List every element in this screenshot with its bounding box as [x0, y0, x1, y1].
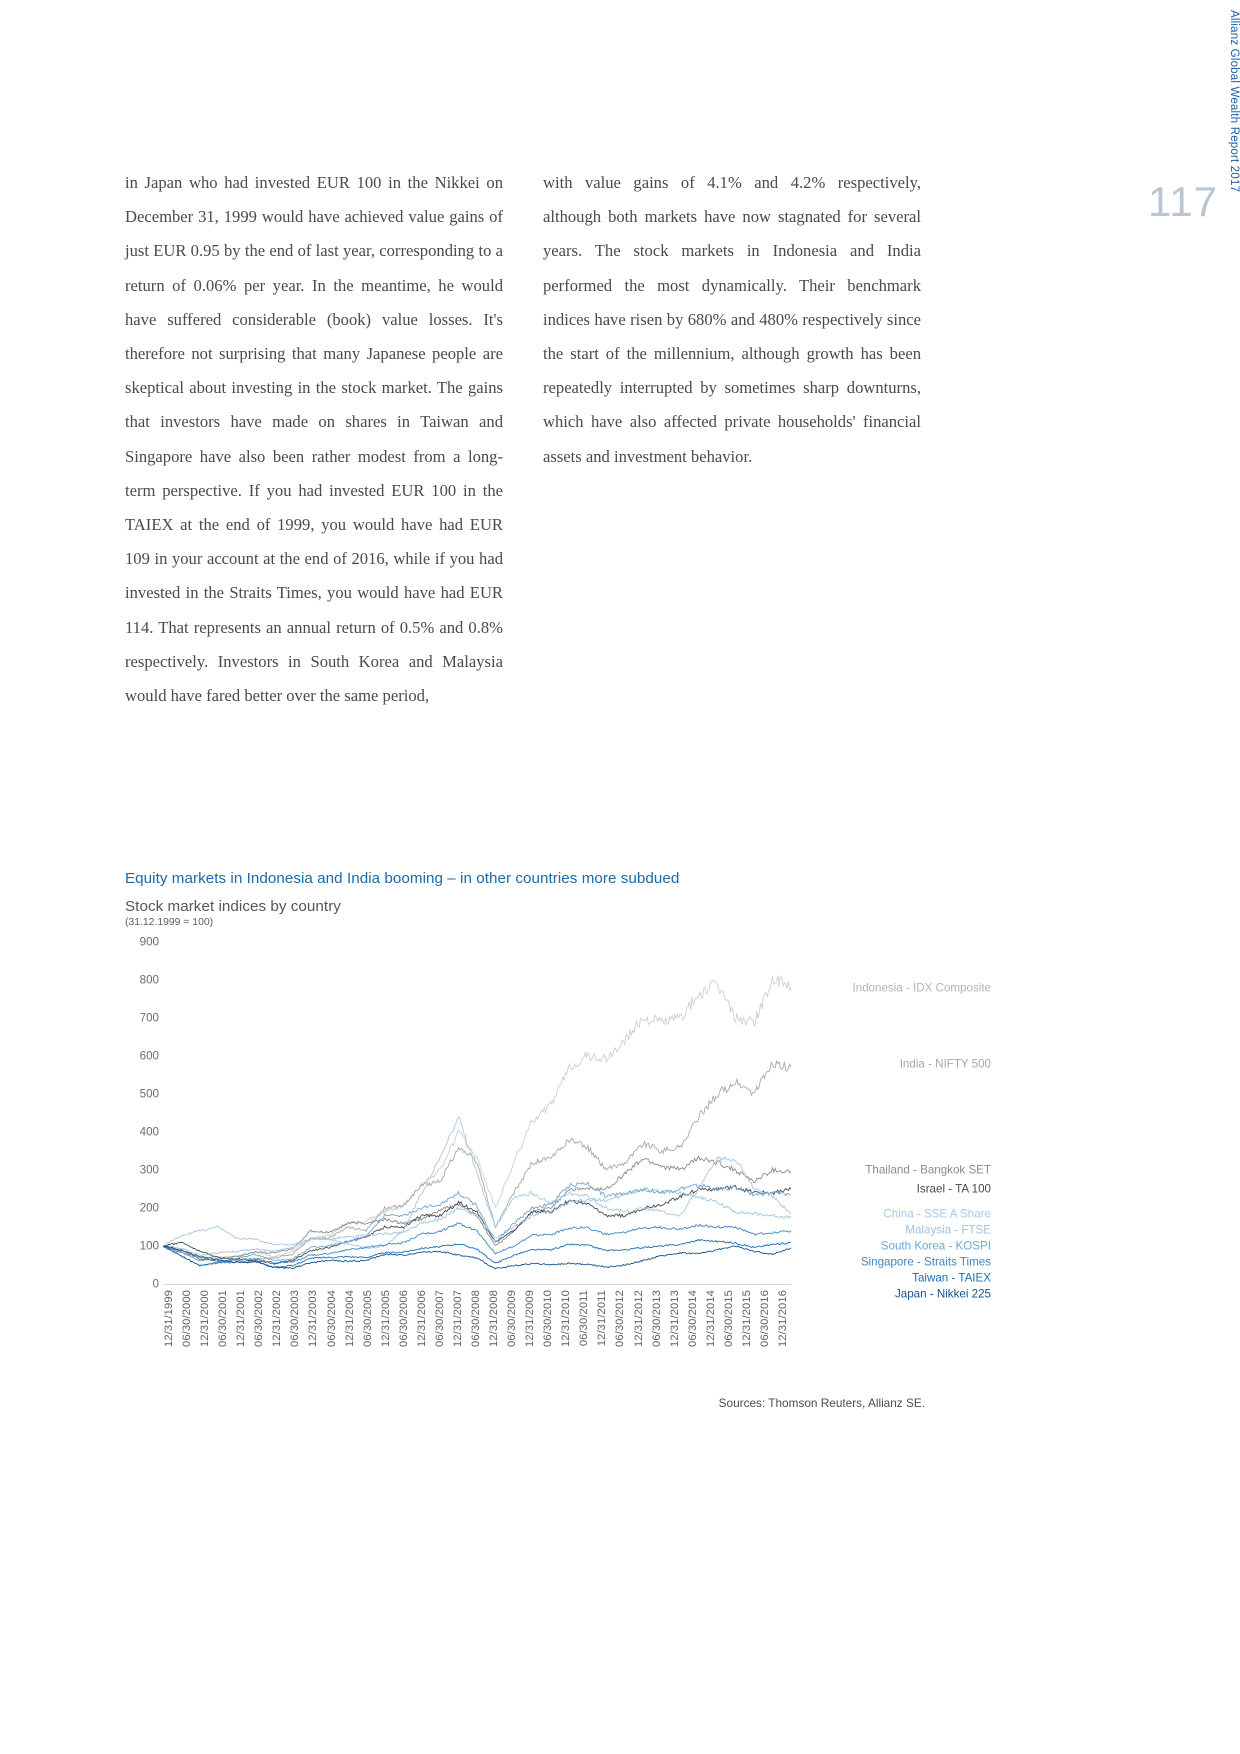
y-axis-tick: 900 — [139, 935, 159, 949]
series-line — [163, 1186, 791, 1256]
figure-subtitle: Stock market indices by country — [125, 898, 341, 915]
x-axis-tick: 06/30/2002 — [253, 1290, 266, 1347]
y-axis-tick: 0 — [152, 1277, 159, 1291]
x-axis-tick: 12/31/1999 — [163, 1290, 175, 1347]
y-axis-tick: 300 — [139, 1163, 159, 1177]
x-axis-tick: 06/30/2004 — [325, 1290, 338, 1347]
x-axis-tick: 12/31/2011 — [596, 1290, 609, 1347]
x-axis-tick: 06/30/2003 — [289, 1290, 302, 1347]
chart-lines — [163, 975, 791, 1270]
x-axis-tick: 12/31/2008 — [488, 1290, 501, 1347]
x-axis-tick: 12/31/2014 — [704, 1290, 717, 1347]
body-paragraph-right: with value gains of 4.1% and 4.2% respec… — [543, 173, 921, 466]
x-axis-tick: 06/30/2012 — [614, 1290, 627, 1347]
x-axis-tick: 06/30/2008 — [470, 1290, 482, 1347]
x-axis-tick: 06/30/2009 — [506, 1290, 519, 1347]
chart-plot-wrapper: 0 100 200 300 400 500 600 700 800 900 12/31/1999 0… — [125, 936, 991, 1348]
body-column-right: with value gains of 4.1% and 4.2% respec… — [543, 166, 921, 474]
x-axis-tick: 12/31/2007 — [451, 1290, 464, 1347]
y-axis-tick: 700 — [139, 1011, 159, 1025]
legend-label: Malaysia - FTSE — [905, 1223, 991, 1237]
x-axis-tick: 06/30/2014 — [686, 1290, 699, 1347]
legend-label: India - NIFTY 500 — [899, 1057, 991, 1071]
x-axis-tick: 12/31/2001 — [235, 1290, 248, 1347]
x-axis-tick: 12/31/2010 — [560, 1290, 573, 1347]
series-line — [163, 1116, 791, 1250]
y-axis-tick: 400 — [139, 1125, 159, 1139]
legend-label: Taiwan - TAIEX — [912, 1271, 991, 1285]
x-axis-tick: 12/31/2012 — [632, 1290, 645, 1347]
legend-label: Singapore - Straits Times — [860, 1255, 991, 1269]
series-line — [163, 1180, 791, 1267]
legend-label: South Korea - KOSPI — [880, 1239, 991, 1253]
x-axis-tick: 12/31/2016 — [777, 1290, 789, 1347]
y-axis-tick: 200 — [139, 1201, 159, 1215]
series-line — [163, 1245, 791, 1270]
legend-label: Israel - TA 100 — [916, 1182, 991, 1196]
legend-label: China - SSE A Share — [883, 1207, 991, 1221]
x-axis-tick: 12/31/2006 — [415, 1290, 428, 1347]
legend-label: Japan - Nikkei 225 — [894, 1287, 991, 1301]
x-axis-tick: 12/31/2009 — [524, 1290, 537, 1347]
legend-label: Thailand - Bangkok SET — [865, 1163, 991, 1177]
figure-index-note: (31.12.1999 = 100) — [125, 917, 214, 928]
series-line — [163, 1222, 791, 1264]
x-axis-tick: 12/31/2004 — [343, 1290, 356, 1347]
chart-legend: Indonesia - IDX Composite India - NIFTY 5… — [791, 942, 991, 1302]
x-axis-tick: 06/30/2015 — [722, 1290, 735, 1347]
x-axis-tick: 06/30/2007 — [433, 1290, 446, 1347]
y-axis-tick: 600 — [139, 1049, 159, 1063]
figure-block: Equity markets in Indonesia and India bo… — [125, 870, 991, 1348]
chart-y-axis: 0 100 200 300 400 500 600 700 800 900 — [125, 936, 159, 1291]
chart-plot-area — [163, 942, 791, 1284]
body-paragraph-left: in Japan who had invested EUR 100 in the… — [125, 173, 503, 706]
series-line — [163, 975, 791, 1259]
series-line — [163, 1238, 791, 1269]
figure-title: Equity markets in Indonesia and India bo… — [125, 870, 680, 887]
figure-sources: Sources: Thomson Reuters, Allianz SE. — [718, 1396, 925, 1410]
x-axis-tick: 06/30/2005 — [361, 1290, 374, 1347]
series-line — [163, 1154, 791, 1262]
x-axis-tick: 12/31/2002 — [271, 1290, 284, 1347]
page-number: 117 — [1148, 178, 1218, 225]
x-axis-tick: 06/30/2006 — [397, 1290, 410, 1347]
x-axis-tick: 06/30/2011 — [578, 1290, 591, 1347]
x-axis-tick: 12/31/2005 — [379, 1290, 392, 1347]
publication-side-label: Allianz Global Wealth Report 2017 — [1228, 10, 1240, 193]
x-axis-tick: 06/30/2013 — [650, 1290, 663, 1347]
x-axis-tick: 12/31/2003 — [307, 1290, 320, 1347]
x-axis-tick: 12/31/2000 — [199, 1290, 212, 1347]
x-axis-tick: 12/31/2013 — [668, 1290, 681, 1347]
body-column-left: in Japan who had invested EUR 100 in the… — [125, 166, 503, 713]
y-axis-tick: 500 — [139, 1087, 159, 1101]
x-axis-tick: 06/30/2010 — [542, 1290, 555, 1347]
chart-baseline — [163, 1284, 791, 1285]
x-axis-tick: 06/30/2000 — [181, 1290, 194, 1347]
legend-label: Indonesia - IDX Composite — [852, 981, 991, 995]
x-axis-tick: 12/31/2015 — [740, 1290, 753, 1347]
x-axis-tick: 06/30/2001 — [217, 1290, 230, 1347]
y-axis-tick: 100 — [139, 1239, 159, 1253]
y-axis-tick: 800 — [139, 973, 159, 987]
x-axis-tick: 06/30/2016 — [758, 1290, 771, 1347]
chart-x-axis: 12/31/1999 06/30/2000 12/31/2000 06/30/2001… — [163, 1290, 791, 1410]
series-line — [163, 1059, 791, 1263]
